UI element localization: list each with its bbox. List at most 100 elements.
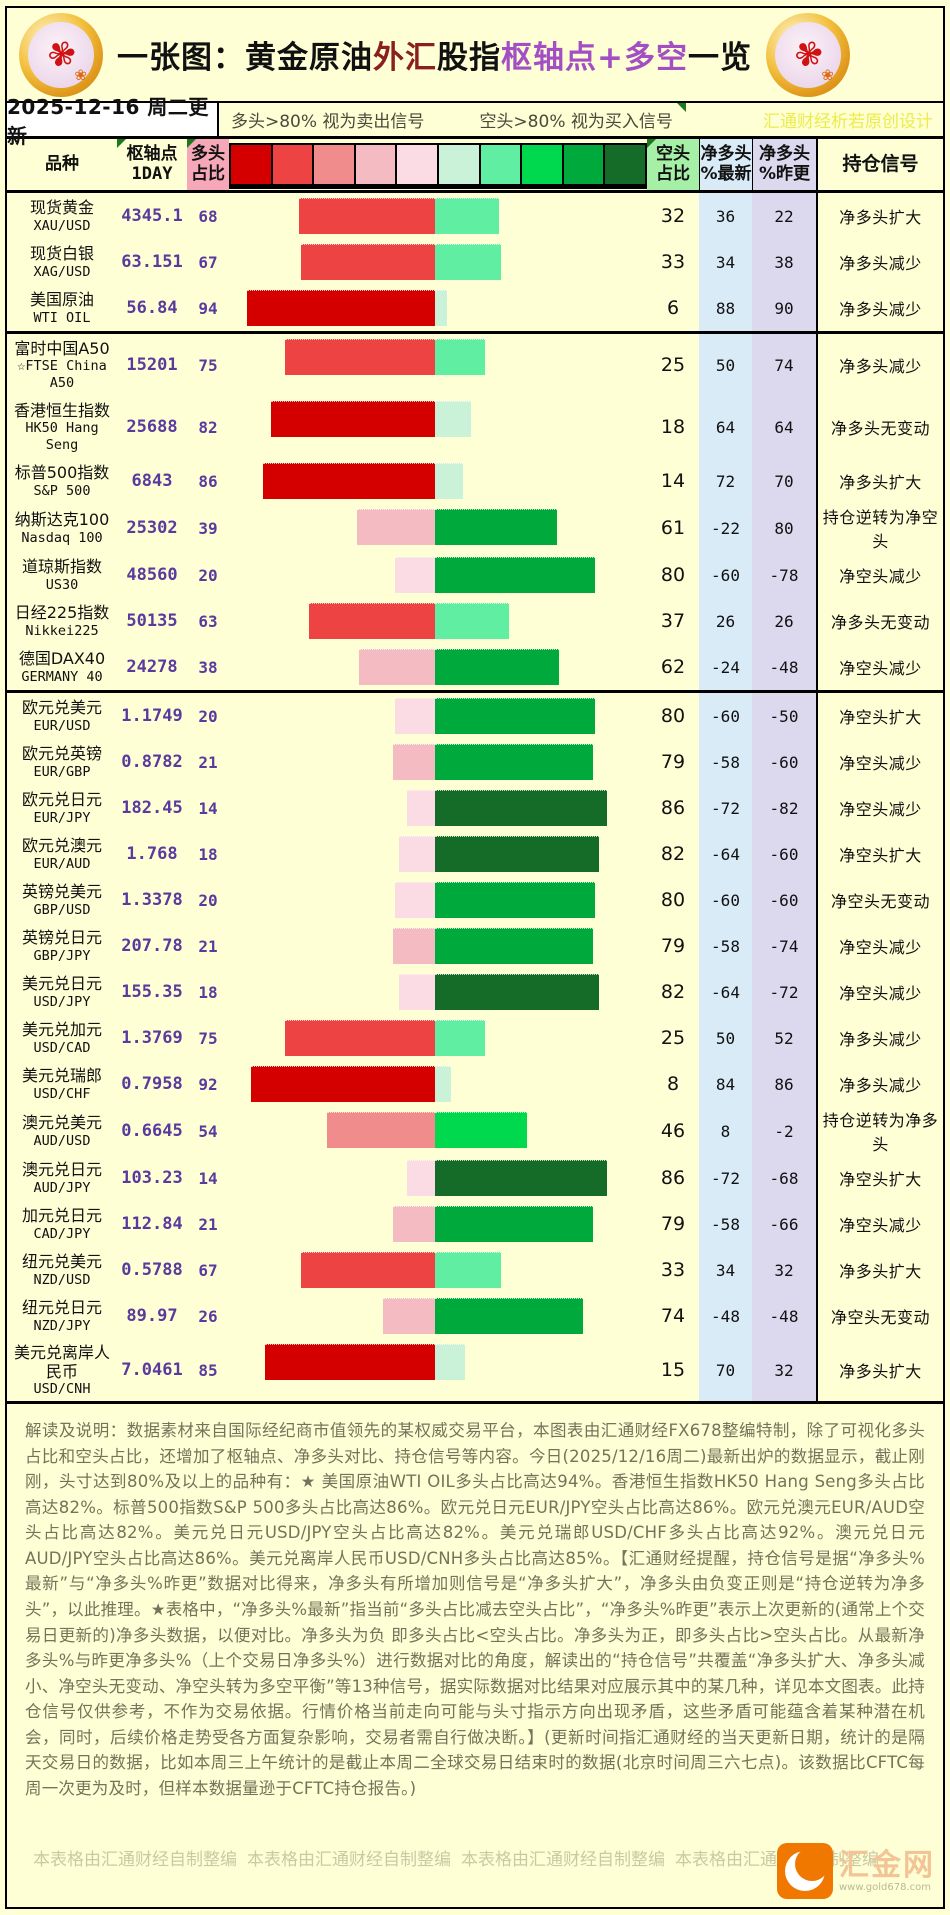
long-short-bar: [229, 285, 647, 331]
short-bar: [435, 463, 463, 499]
product-cell: 美元兑日元 USD/JPY: [7, 969, 117, 1015]
short-pct-value: 79: [660, 1213, 686, 1235]
long-bar: [263, 463, 435, 499]
short-pct-value: 8: [666, 1073, 680, 1095]
table-row: 美元兑离岸人民币 USD/CNH 7.0461 85 15 70 32 净多头扩大: [7, 1339, 943, 1401]
product-symbol: ☆FTSE China A50: [17, 358, 107, 391]
product-cell: 加元兑日元 CAD/JPY: [7, 1201, 117, 1247]
long-short-bar: [229, 877, 647, 923]
pivot-value: 1.3378: [121, 890, 183, 910]
pivot-value: 6843: [131, 471, 173, 491]
product-symbol: USD/JPY: [33, 993, 91, 1010]
pivot-value: 25688: [126, 417, 178, 437]
position-signal: 净多头扩大: [816, 1339, 943, 1401]
position-signal: 净空头减少: [816, 552, 943, 598]
legend-color-cell: [438, 144, 481, 184]
header-product: 品种: [45, 153, 79, 174]
long-pct-value: 54: [198, 1121, 218, 1141]
short-bar: [435, 882, 595, 918]
color-legend-strip: [229, 142, 647, 189]
product-cell: 日经225指数 Nikkei225: [7, 598, 117, 644]
long-pct-value: 20: [198, 706, 218, 726]
long-pct-value: 82: [198, 417, 218, 437]
pivot-value: 25302: [126, 518, 178, 538]
net-long-latest-value: 26: [699, 598, 752, 644]
net-long-latest-value: -64: [699, 969, 752, 1015]
long-short-bar: [229, 1107, 647, 1155]
position-signal: 净空头减少: [816, 923, 943, 969]
product-cell: 欧元兑日元 EUR/JPY: [7, 785, 117, 831]
product-cell: 美元兑离岸人民币 USD/CNH: [7, 1339, 117, 1401]
product-name: 美元兑日元: [21, 974, 102, 994]
legend-color-cell: [272, 144, 315, 184]
short-pct-value: 33: [660, 251, 686, 273]
long-pct-value: 94: [198, 298, 218, 318]
product-cell: 德国DAX40 GERMANY 40: [7, 644, 117, 690]
long-pct-value: 86: [198, 471, 218, 491]
long-bar: [407, 1160, 435, 1196]
net-long-latest-value: -64: [699, 831, 752, 877]
product-symbol: EUR/USD: [33, 717, 91, 734]
table-row: 加元兑日元 CAD/JPY 112.84 21 79 -58 -66 净空头减少: [7, 1201, 943, 1247]
product-cell: 欧元兑澳元 EUR/AUD: [7, 831, 117, 877]
table-row: 英镑兑美元 GBP/USD 1.3378 20 80 -60 -60 净空头无变动: [7, 877, 943, 923]
long-bar: [395, 557, 435, 593]
long-pct-value: 26: [198, 1306, 218, 1326]
short-pct-value: 86: [660, 797, 686, 819]
product-name: 纽元兑日元: [21, 1298, 102, 1318]
table-row: 欧元兑美元 EUR/USD 1.1749 20 80 -60 -50 净空头扩大: [7, 693, 943, 739]
long-bar: [393, 744, 435, 780]
long-short-bar: [229, 693, 647, 739]
product-cell: 美国原油 WTI OIL: [7, 285, 117, 331]
color-legend: [229, 139, 647, 190]
table-row: 英镑兑日元 GBP/JPY 207.78 21 79 -58 -74 净空头减少: [7, 923, 943, 969]
pivot-value: 112.84: [121, 1214, 183, 1234]
short-bar: [435, 928, 593, 964]
crescent-icon: [777, 1843, 833, 1900]
product-name: 德国DAX40: [18, 649, 106, 669]
table-row: 美元兑加元 USD/CAD 1.3769 75 25 50 52 净多头减少: [7, 1015, 943, 1061]
product-cell: 现货白银 XAG/USD: [7, 239, 117, 285]
long-bar: [265, 1344, 435, 1380]
product-name: 富时中国A50: [14, 339, 110, 359]
long-short-bar: [229, 1293, 647, 1339]
product-symbol: EUR/JPY: [33, 809, 91, 826]
short-pct-value: 14: [660, 470, 686, 492]
net-long-latest-value: -24: [699, 644, 752, 690]
net-long-latest-value: 84: [699, 1061, 752, 1107]
product-cell: 澳元兑日元 AUD/JPY: [7, 1155, 117, 1201]
product-name: 美元兑加元: [21, 1020, 102, 1040]
net-long-prev-value: 70: [752, 458, 816, 504]
short-bar: [435, 198, 499, 234]
long-pct-value: 21: [198, 1214, 218, 1234]
logo-url: www.gold678.com: [839, 1881, 932, 1893]
legend-color-cell: [314, 144, 356, 184]
pivot-value: 24278: [126, 657, 178, 677]
long-short-bar: [229, 598, 647, 644]
short-bar: [435, 1160, 607, 1196]
table-body: 现货黄金 XAU/USD 4345.1 68 32 36 22 净多头扩大 现货白银 XAG/US…: [7, 193, 943, 1401]
flower-small-icon: ❀: [821, 65, 834, 84]
update-date: 2025-12-16 周二更新: [7, 95, 219, 148]
table-row: 现货黄金 XAU/USD 4345.1 68 32 36 22 净多头扩大: [7, 193, 943, 239]
long-bar: [285, 339, 435, 375]
net-long-prev-value: -66: [752, 1201, 816, 1247]
long-pct-value: 20: [198, 890, 218, 910]
product-cell: 美元兑加元 USD/CAD: [7, 1015, 117, 1061]
long-pct-value: 75: [198, 1028, 218, 1048]
long-pct-value: 20: [198, 565, 218, 585]
long-pct-value: 85: [198, 1360, 218, 1380]
long-bar: [399, 974, 435, 1010]
long-bar: [359, 649, 435, 685]
net-long-latest-value: -58: [699, 923, 752, 969]
table-row: 纽元兑美元 NZD/USD 0.5788 67 33 34 32 净多头扩大: [7, 1247, 943, 1293]
gold678-logo: 汇金网 www.gold678.com: [777, 1843, 935, 1900]
long-short-bar: [229, 396, 647, 458]
short-pct-value: 25: [660, 1027, 686, 1049]
long-pct-value: 18: [198, 982, 218, 1002]
net-long-prev-value: 64: [752, 396, 816, 458]
position-signal: 净空头扩大: [816, 1155, 943, 1201]
net-long-latest-value: 50: [699, 1015, 752, 1061]
table-row: 欧元兑日元 EUR/JPY 182.45 14 86 -72 -82 净空头减少: [7, 785, 943, 831]
long-bar: [399, 836, 435, 872]
